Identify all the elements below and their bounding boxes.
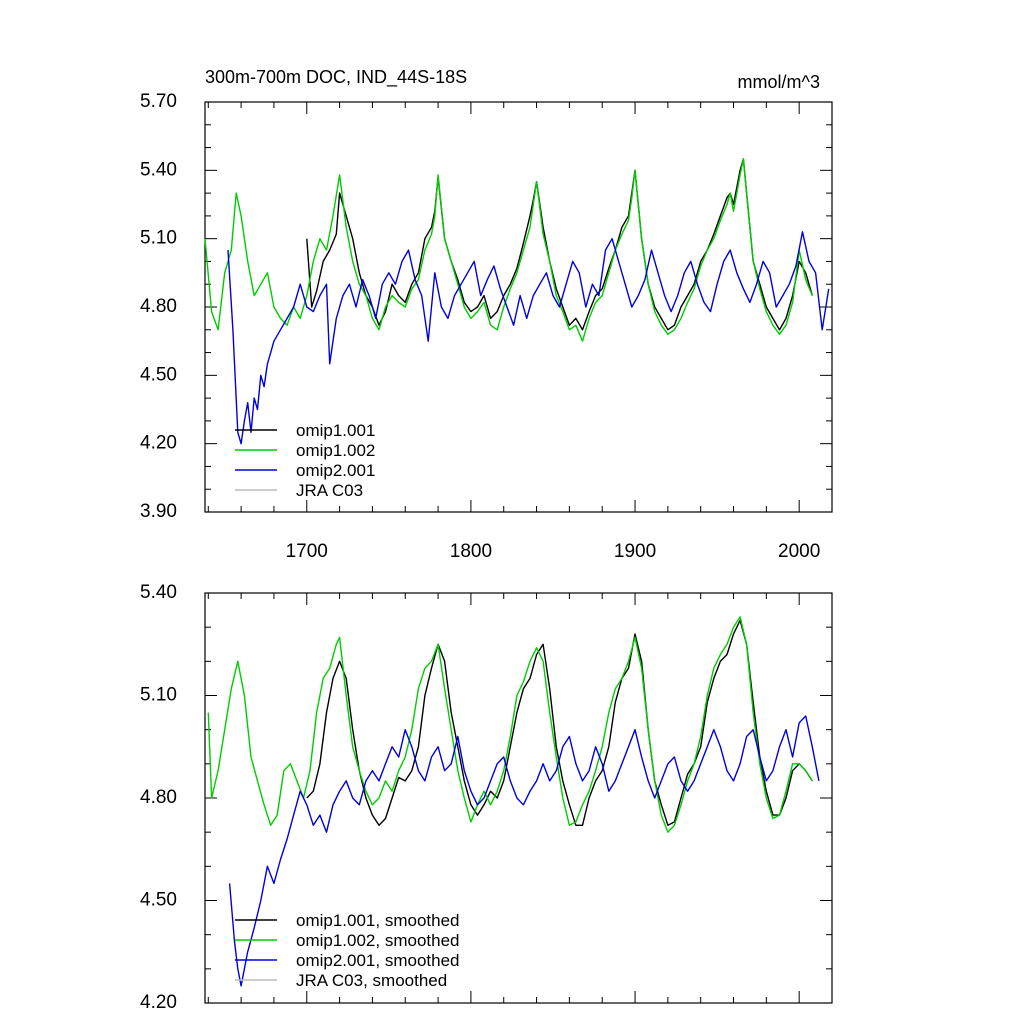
panel-top-title: 300m-700m DOC, IND_44S-18S	[205, 67, 467, 88]
y-tick-label: 4.50	[140, 364, 177, 385]
panel-bottom: 4.20 4.50 4.80 5.10 5.40 omip1.001, smoothed…	[140, 582, 833, 1013]
legend-label: omip2.001	[296, 461, 375, 480]
y-tick-label: 5.40	[140, 159, 177, 180]
x-tick-label: 2000	[778, 541, 820, 562]
legend-label: JRA C03	[296, 481, 363, 500]
y-tick-label: 5.10	[140, 228, 177, 249]
y-tick-label: 5.40	[140, 582, 177, 603]
series-line-omip1-001-smoothed	[306, 619, 813, 826]
series-line-omip1-002	[204, 158, 813, 342]
series-line-omip2-001	[227, 231, 830, 445]
legend-label: omip2.001, smoothed	[296, 951, 460, 970]
panel-bottom-x-axis	[207, 593, 833, 1003]
panel-top-y-axis: 3.90 4.20 4.50 4.80 5.10 5.40 5.70	[140, 91, 832, 522]
panel-top-units: mmol/m^3	[738, 72, 820, 92]
y-tick-label: 4.20	[140, 433, 177, 454]
series-line-omip1-002-smoothed	[207, 616, 813, 833]
series-line-omip2-001-smoothed	[228, 715, 820, 987]
panel-top: 300m-700m DOC, IND_44S-18S mmol/m^3 3.90…	[140, 67, 833, 562]
panel-top-series	[204, 158, 830, 445]
y-tick-label: 5.10	[140, 685, 177, 706]
y-tick-label: 4.80	[140, 787, 177, 808]
y-tick-label: 4.80	[140, 296, 177, 317]
panel-top-x-axis: 1700 1800 1900 2000	[207, 102, 833, 562]
y-tick-label: 3.90	[140, 501, 177, 522]
legend-label: omip1.002, smoothed	[296, 931, 460, 950]
x-tick-label: 1900	[614, 541, 656, 562]
legend-label: JRA C03, smoothed	[296, 971, 447, 990]
x-tick-label: 1700	[286, 541, 328, 562]
panel-bottom-y-axis: 4.20 4.50 4.80 5.10 5.40	[140, 582, 832, 1013]
legend-label: omip1.002	[296, 441, 375, 460]
panel-bottom-series	[207, 616, 820, 987]
y-tick-label: 4.50	[140, 890, 177, 911]
y-tick-label: 4.20	[140, 992, 177, 1013]
y-tick-label: 5.70	[140, 91, 177, 112]
legend-label: omip1.001, smoothed	[296, 911, 460, 930]
x-tick-label: 1800	[450, 541, 492, 562]
legend-label: omip1.001	[296, 421, 375, 440]
